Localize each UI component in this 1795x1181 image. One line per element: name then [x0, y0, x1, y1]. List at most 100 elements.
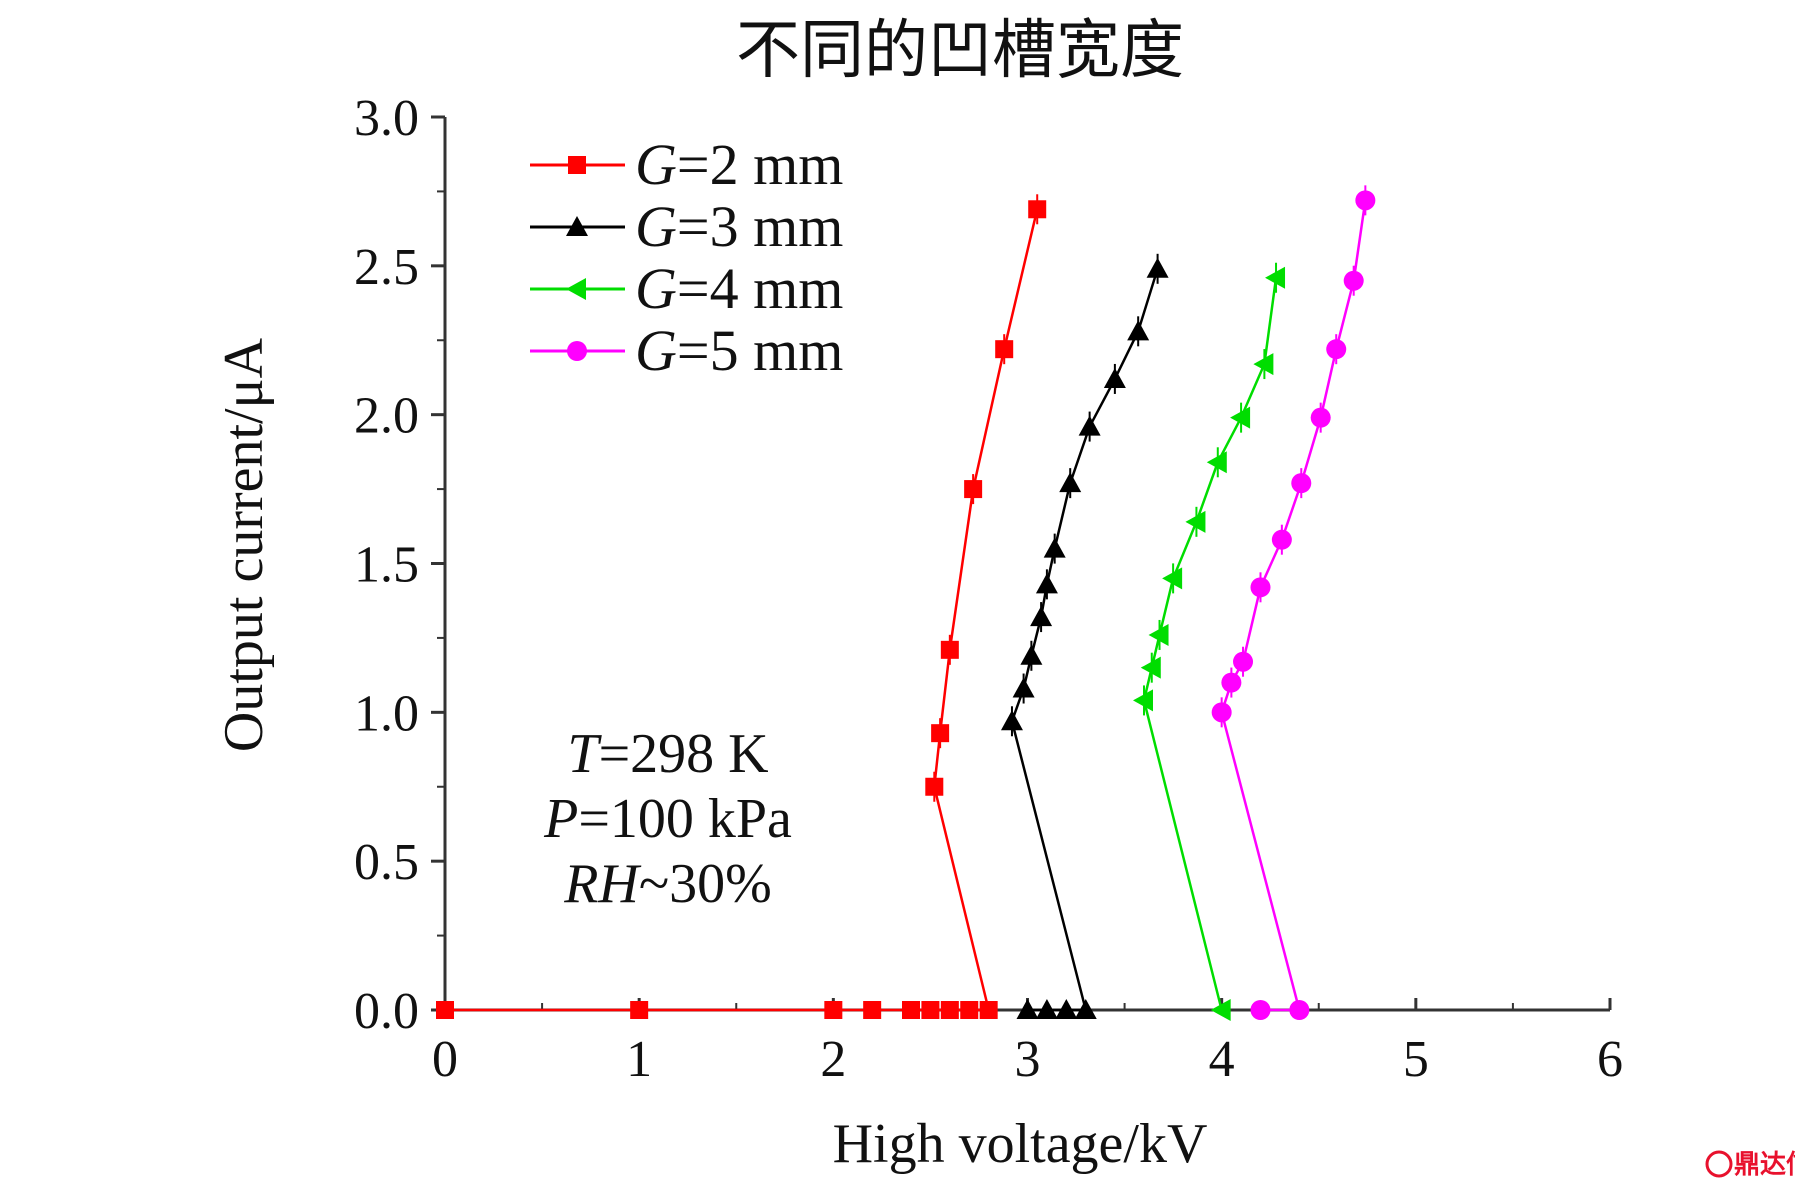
data-point [960, 1001, 979, 1019]
data-point [1078, 415, 1101, 436]
x-tick-label: 2 [820, 1031, 846, 1088]
data-point [902, 1001, 920, 1019]
data-point [1146, 257, 1169, 278]
data-point [1265, 266, 1286, 289]
data-point [1233, 651, 1254, 672]
y-ticks: 0.0 0.5 1.0 1.5 2.0 2.5 3.0 [354, 90, 445, 1040]
data-point [1043, 537, 1066, 558]
data-point [1162, 567, 1183, 590]
data-point [940, 1001, 959, 1019]
legend-label: G=3 mm [635, 194, 843, 259]
data-point [1030, 606, 1053, 627]
y-tick-label: 2.0 [354, 388, 419, 445]
data-point [1310, 407, 1331, 428]
legend-item: G=4 mm [530, 256, 843, 321]
x-tick-label: 6 [1597, 1031, 1623, 1088]
data-point [1250, 1000, 1271, 1020]
x-tick-label: 5 [1403, 1031, 1429, 1088]
data-point [1140, 656, 1161, 679]
data-point [1059, 472, 1082, 493]
data-point [863, 1001, 882, 1019]
data-point [1291, 473, 1312, 494]
series-line [1142, 277, 1278, 1011]
data-point [1250, 577, 1271, 598]
data-point [1326, 339, 1347, 360]
data-point [1020, 644, 1043, 665]
y-tick-label: 0.5 [354, 834, 419, 891]
series-2 [1000, 253, 1169, 1019]
series-layer [436, 185, 1376, 1021]
data-point [1355, 190, 1376, 211]
data-point [1074, 999, 1097, 1019]
y-tick-label: 2.5 [354, 239, 419, 296]
watermark-logo-icon [1705, 1150, 1733, 1178]
data-point [1289, 1000, 1310, 1020]
y-tick-label: 1.0 [354, 685, 419, 742]
watermark-text: 鼎达信 [1734, 1150, 1795, 1180]
y-tick-label: 3.0 [354, 90, 419, 147]
data-point [1103, 367, 1126, 388]
data-point [1221, 672, 1242, 693]
series-1 [436, 194, 1047, 1019]
legend-label: G=5 mm [635, 318, 843, 383]
series-line [1220, 200, 1367, 1012]
legend-marker [566, 216, 588, 236]
legend-item: G=3 mm [530, 194, 843, 259]
data-point [921, 1001, 940, 1019]
series-line [1010, 268, 1159, 1012]
series-3 [1133, 262, 1286, 1021]
data-point [1271, 529, 1292, 550]
legend-marker [567, 341, 587, 361]
condition-line: P=100 kPa [543, 788, 792, 850]
data-point [1230, 406, 1251, 429]
data-point [1035, 999, 1058, 1019]
y-tick-label: 1.5 [354, 537, 419, 594]
data-point [1185, 510, 1206, 533]
condition-line: T=298 K [567, 723, 768, 785]
legend-label: G=4 mm [635, 256, 843, 321]
data-point [931, 724, 950, 743]
data-point [995, 340, 1014, 359]
data-point [1028, 200, 1047, 219]
data-point [1253, 353, 1274, 376]
data-point [436, 1001, 454, 1019]
x-tick-label: 4 [1209, 1031, 1235, 1088]
data-point [1127, 320, 1150, 341]
data-point [1133, 689, 1153, 712]
data-point [824, 1001, 843, 1019]
watermark: 鼎达信 [1705, 1150, 1795, 1180]
condition-line: RH~30% [563, 853, 772, 915]
legend-marker [566, 278, 586, 300]
legend-label: G=2 mm [635, 132, 843, 197]
y-axis-label: Output current/μA [213, 337, 275, 752]
y-tick-label: 0.0 [354, 983, 419, 1040]
data-point [964, 480, 983, 499]
data-point [1211, 702, 1232, 723]
chart-title: 不同的凹槽宽度 [736, 14, 1184, 88]
x-axis-label: High voltage/kV [833, 1113, 1208, 1175]
data-point [1210, 999, 1231, 1021]
data-point [925, 777, 944, 796]
x-tick-label: 3 [1015, 1031, 1041, 1088]
data-point [1012, 677, 1035, 698]
legend-item: G=2 mm [530, 132, 843, 197]
data-point [1055, 999, 1078, 1019]
data-point [1343, 270, 1364, 291]
data-point [630, 1001, 649, 1019]
legend-marker [568, 156, 586, 174]
data-point [940, 640, 959, 659]
data-point [1035, 573, 1058, 594]
legend-item: G=5 mm [530, 318, 843, 383]
data-point [1000, 710, 1023, 731]
x-tick-label: 0 [432, 1031, 458, 1088]
legend: G=2 mmG=3 mmG=4 mmG=5 mm [530, 132, 843, 383]
axes: 0 1 2 3 4 5 6 0.0 0.5 1.0 1.5 2.0 2.5 3.0 [354, 90, 1623, 1088]
data-point [979, 1001, 998, 1019]
x-tick-label: 1 [626, 1031, 652, 1088]
data-point [1148, 623, 1169, 646]
series-4 [1211, 185, 1376, 1020]
data-point [1016, 999, 1039, 1019]
